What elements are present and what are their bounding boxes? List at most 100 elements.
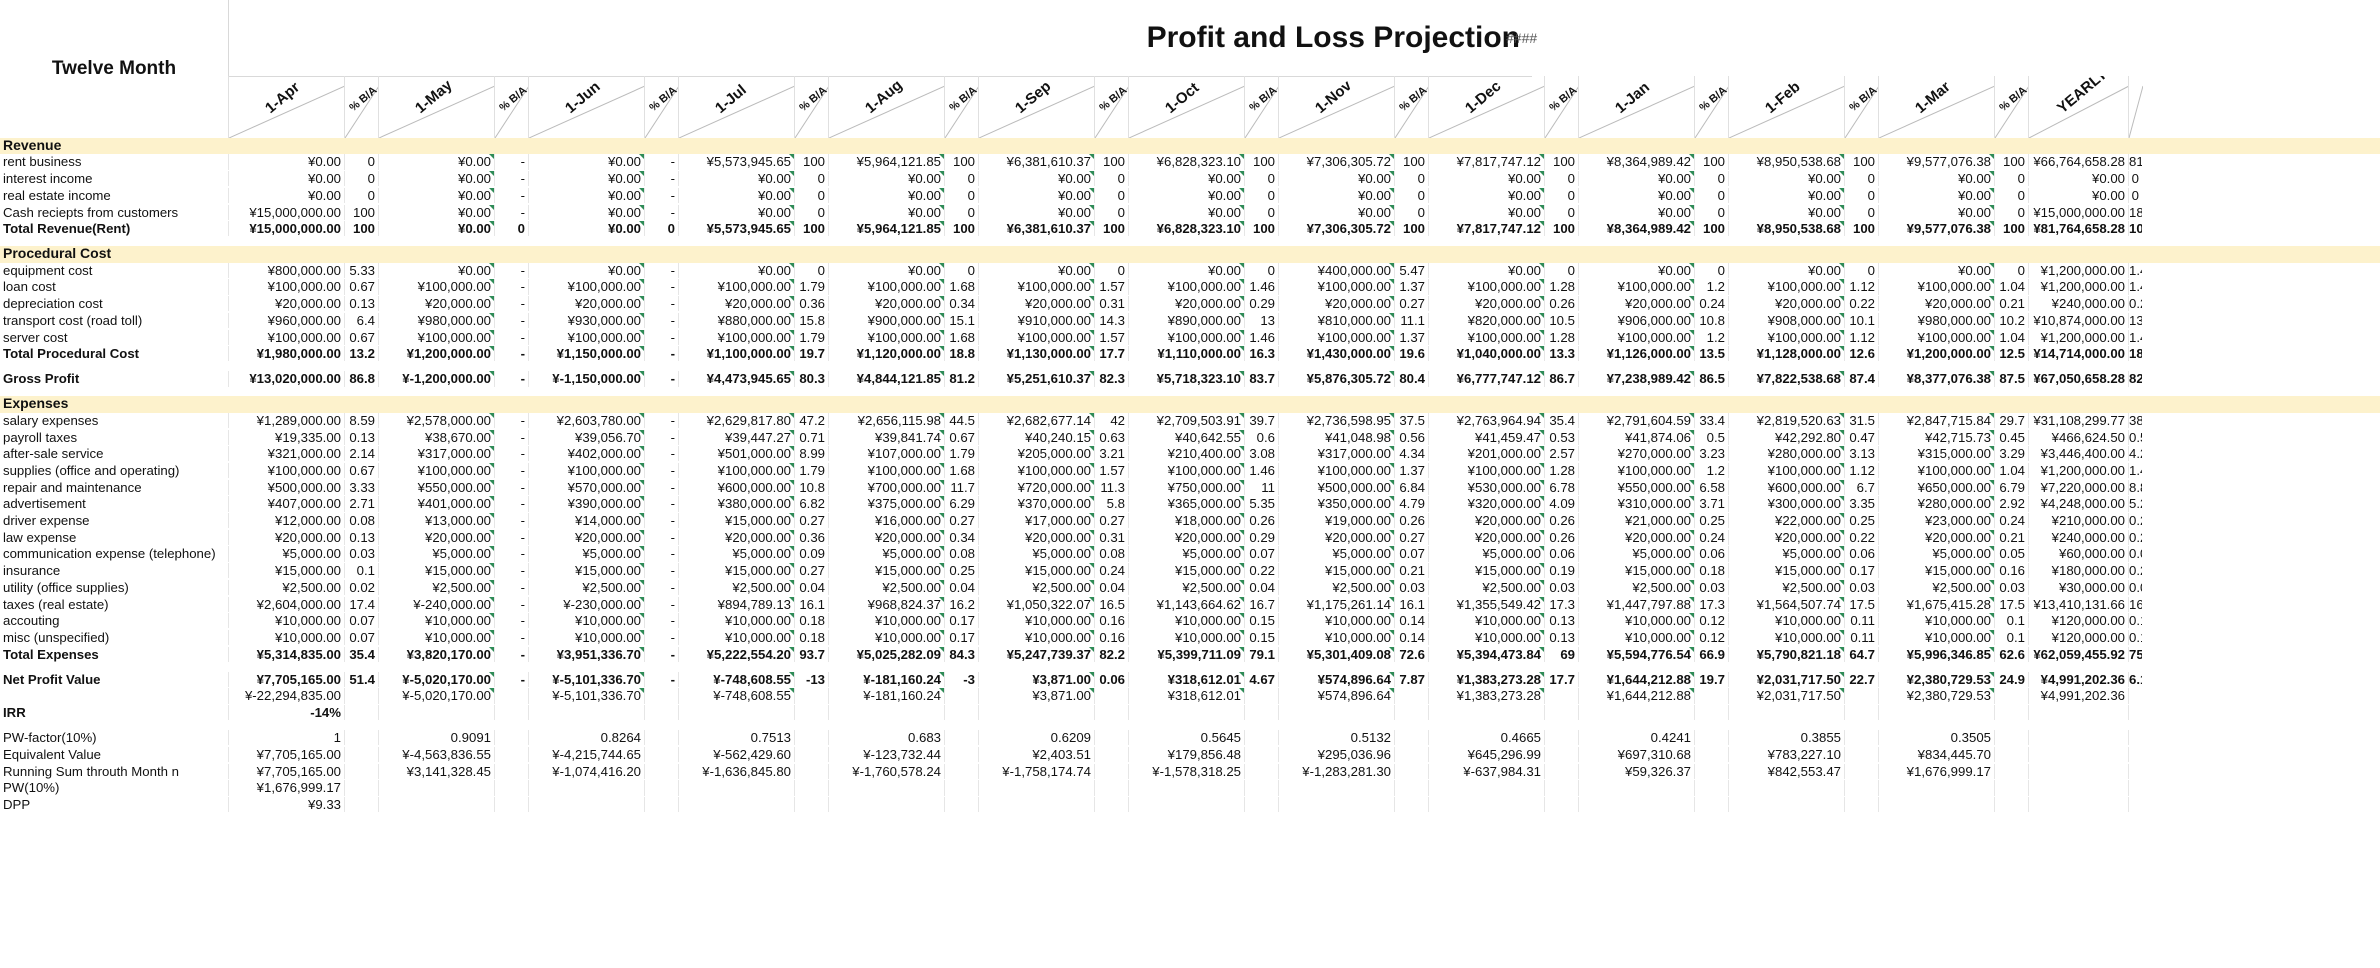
row-label[interactable]: payroll taxes (3, 429, 78, 445)
value-cell[interactable]: ¥0.00 (1878, 187, 1994, 204)
pct-cell[interactable]: 3.23 (1694, 446, 1728, 462)
pct-cell[interactable]: 0.25 (1844, 513, 1878, 529)
value-cell[interactable]: ¥15,000,000.00 (2028, 204, 2128, 220)
pct-cell[interactable]: 24.9 (1994, 671, 2028, 687)
value-cell[interactable]: ¥15,000,000.00 (228, 221, 344, 237)
value-cell[interactable]: ¥15,000.00 (678, 513, 794, 529)
pct-cell[interactable]: 1.04 (1994, 462, 2028, 479)
value-cell[interactable]: ¥-1,200,000.00 (378, 371, 494, 387)
pct-cell[interactable] (1544, 763, 1578, 779)
pct-cell[interactable] (1244, 705, 1278, 721)
value-cell[interactable]: ¥-1,578,318.25 (1128, 763, 1244, 779)
pct-cell[interactable] (2128, 797, 2142, 813)
month-column-header[interactable]: 1-Sep (978, 76, 1095, 138)
pct-cell[interactable] (1694, 730, 1728, 746)
value-cell[interactable]: ¥0.00 (528, 221, 644, 237)
value-cell[interactable]: ¥-1,283,281.30 (1278, 763, 1394, 779)
value-cell[interactable]: 0.8264 (528, 730, 644, 746)
pct-cell[interactable]: - (644, 171, 678, 187)
pct-cell[interactable]: 18.3 (2128, 204, 2142, 220)
value-cell[interactable]: ¥14,714,000.00 (2028, 346, 2128, 362)
pct-cell[interactable]: 11.7 (944, 479, 978, 495)
value-cell[interactable]: ¥15,000.00 (1278, 563, 1394, 579)
pct-cell[interactable]: 1.37 (1394, 462, 1428, 479)
pct-cell[interactable]: 3.35 (1844, 496, 1878, 512)
value-cell[interactable]: ¥5,573,945.65 (678, 154, 794, 170)
pct-cell[interactable]: - (494, 346, 528, 362)
value-cell[interactable]: 1 (228, 730, 344, 746)
value-cell[interactable]: ¥5,394,473.84 (1428, 646, 1544, 662)
value-cell[interactable]: ¥19,000.00 (1278, 513, 1394, 529)
pct-cell[interactable]: 4.67 (1244, 671, 1278, 687)
value-cell[interactable]: ¥15,000.00 (1878, 563, 1994, 579)
value-cell[interactable]: ¥2,604,000.00 (228, 596, 344, 612)
value-cell[interactable] (828, 780, 944, 796)
month-column-header[interactable]: 1-Jul (678, 76, 795, 138)
pct-cell[interactable]: 0 (794, 262, 828, 278)
value-cell[interactable]: ¥8,364,989.42 (1578, 154, 1694, 170)
month-column-header[interactable]: 1-Jan (1578, 76, 1695, 138)
pct-cell[interactable]: 0.27 (794, 513, 828, 529)
value-cell[interactable]: ¥20,000.00 (828, 529, 944, 545)
pct-cell[interactable] (1994, 705, 2028, 721)
value-cell[interactable] (1578, 797, 1694, 813)
pct-cell[interactable]: 1.12 (1844, 329, 1878, 345)
value-cell[interactable]: ¥1,130,000.00 (978, 346, 1094, 362)
month-column-header[interactable]: 1-Dec (1428, 76, 1545, 138)
value-cell[interactable] (528, 705, 644, 721)
pct-cell[interactable]: - (494, 496, 528, 512)
value-cell[interactable]: ¥10,000.00 (528, 613, 644, 629)
pct-cell[interactable]: 100 (1394, 221, 1428, 237)
value-cell[interactable]: ¥-5,101,336.70 (528, 671, 644, 687)
pct-cell[interactable]: 0.15 (2128, 629, 2142, 646)
row-label[interactable]: loan cost (3, 279, 56, 295)
pct-column-header[interactable]: % B/A (344, 76, 379, 138)
pct-cell[interactable]: 0.1 (344, 563, 378, 579)
pct-cell[interactable]: 0.04 (944, 579, 978, 596)
value-cell[interactable]: ¥2,403.51 (978, 746, 1094, 763)
pct-cell[interactable]: 0.07 (1394, 546, 1428, 562)
value-cell[interactable]: ¥968,824.37 (828, 596, 944, 612)
value-cell[interactable]: 0.9091 (378, 730, 494, 746)
pct-cell[interactable]: 0.07 (344, 613, 378, 629)
value-cell[interactable]: ¥894,789.13 (678, 596, 794, 612)
pct-cell[interactable]: 0 (794, 171, 828, 187)
pct-cell[interactable] (1244, 797, 1278, 813)
value-cell[interactable]: ¥783,227.10 (1728, 746, 1844, 763)
pct-cell[interactable]: 1.2 (1694, 462, 1728, 479)
pct-cell[interactable]: 1.28 (1544, 329, 1578, 345)
pct-cell[interactable]: - (644, 671, 678, 687)
value-cell[interactable]: ¥1,200,000.00 (2028, 279, 2128, 295)
value-cell[interactable]: ¥8,950,538.68 (1728, 154, 1844, 170)
pct-cell[interactable] (1244, 730, 1278, 746)
value-cell[interactable]: ¥7,817,747.12 (1428, 221, 1544, 237)
value-cell[interactable] (828, 797, 944, 813)
pct-cell[interactable]: 13.5 (1694, 346, 1728, 362)
pct-cell[interactable] (644, 705, 678, 721)
pct-cell[interactable] (1244, 763, 1278, 779)
value-cell[interactable]: ¥401,000.00 (378, 496, 494, 512)
pct-cell[interactable]: 0 (1544, 171, 1578, 187)
pct-cell[interactable]: 0 (1244, 262, 1278, 278)
value-cell[interactable]: ¥980,000.00 (378, 312, 494, 329)
value-cell[interactable]: ¥31,108,299.77 (2028, 412, 2128, 429)
pct-cell[interactable]: 33.4 (1694, 412, 1728, 429)
pct-cell[interactable]: 100 (344, 204, 378, 220)
row-label[interactable]: utility (office supplies) (3, 579, 129, 595)
pct-cell[interactable]: 1.47 (2128, 329, 2142, 345)
value-cell[interactable]: ¥0.00 (378, 171, 494, 187)
pct-cell[interactable]: 100 (1694, 221, 1728, 237)
pct-cell[interactable]: - (494, 446, 528, 462)
value-cell[interactable]: ¥15,000,000.00 (228, 204, 344, 220)
value-cell[interactable]: ¥7,705,165.00 (228, 746, 344, 763)
row-label[interactable]: advertisement (3, 496, 86, 512)
pct-cell[interactable]: 0.06 (1094, 671, 1128, 687)
pct-cell[interactable]: 66.9 (1694, 646, 1728, 662)
value-cell[interactable]: ¥18,000.00 (1128, 513, 1244, 529)
value-cell[interactable]: ¥-1,074,416.20 (528, 763, 644, 779)
value-cell[interactable]: ¥20,000.00 (228, 296, 344, 312)
value-cell[interactable]: ¥10,000.00 (228, 613, 344, 629)
value-cell[interactable]: ¥5,000.00 (828, 546, 944, 562)
pct-cell[interactable]: 0 (1094, 204, 1128, 220)
pct-cell[interactable]: - (644, 204, 678, 220)
